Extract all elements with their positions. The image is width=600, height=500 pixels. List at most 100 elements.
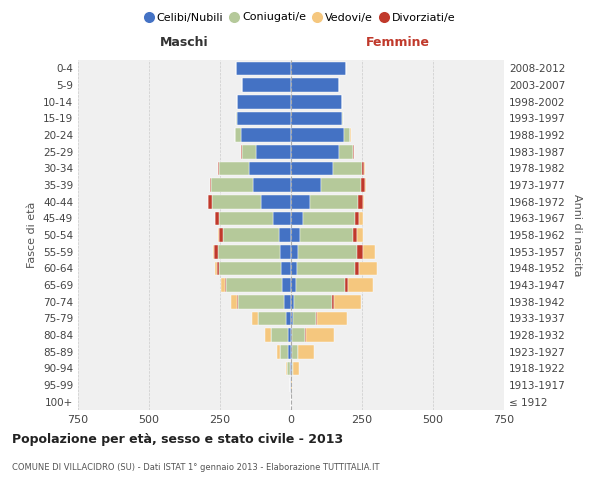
Bar — [213, 245, 214, 258]
Bar — [298, 245, 357, 258]
Bar — [359, 262, 377, 275]
Bar — [237, 112, 291, 125]
Bar — [291, 78, 339, 92]
Bar — [235, 128, 241, 142]
Bar — [212, 195, 261, 208]
Bar — [218, 245, 280, 258]
Bar — [256, 145, 291, 158]
Bar — [253, 178, 291, 192]
Bar — [279, 228, 291, 242]
Bar — [297, 262, 355, 275]
Bar — [221, 278, 224, 292]
Bar — [219, 212, 272, 225]
Bar — [236, 62, 291, 75]
Bar — [291, 95, 341, 108]
Bar — [215, 212, 219, 225]
Bar — [271, 328, 287, 342]
Bar — [281, 262, 291, 275]
Bar — [291, 195, 310, 208]
Bar — [333, 162, 362, 175]
Bar — [252, 312, 258, 325]
Bar — [226, 278, 283, 292]
Text: Popolazione per età, sesso e stato civile - 2013: Popolazione per età, sesso e stato civil… — [12, 432, 343, 446]
Bar — [219, 228, 223, 242]
Bar — [332, 295, 334, 308]
Bar — [242, 78, 291, 92]
Bar — [292, 345, 298, 358]
Bar — [219, 262, 281, 275]
Bar — [219, 162, 249, 175]
Bar — [358, 195, 362, 208]
Bar — [358, 228, 363, 242]
Bar — [293, 312, 316, 325]
Bar — [290, 362, 291, 375]
Bar — [359, 212, 362, 225]
Bar — [291, 178, 321, 192]
Bar — [258, 312, 286, 325]
Bar — [339, 145, 353, 158]
Legend: Celibi/Nubili, Coniugati/e, Vedovi/e, Divorziati/e: Celibi/Nubili, Coniugati/e, Vedovi/e, Di… — [140, 8, 460, 27]
Bar — [310, 195, 358, 208]
Bar — [215, 262, 217, 275]
Bar — [296, 278, 345, 292]
Y-axis label: Fasce di età: Fasce di età — [28, 202, 37, 268]
Bar — [345, 278, 348, 292]
Bar — [321, 178, 361, 192]
Bar — [317, 312, 347, 325]
Bar — [241, 128, 291, 142]
Bar — [291, 245, 298, 258]
Bar — [287, 362, 290, 375]
Bar — [291, 378, 292, 392]
Bar — [291, 228, 300, 242]
Bar — [291, 295, 295, 308]
Bar — [283, 278, 291, 292]
Bar — [295, 295, 332, 308]
Bar — [249, 162, 291, 175]
Bar — [214, 245, 218, 258]
Bar — [261, 195, 291, 208]
Bar — [291, 262, 297, 275]
Bar — [277, 345, 280, 358]
Bar — [292, 328, 305, 342]
Bar — [293, 362, 299, 375]
Bar — [291, 328, 292, 342]
Bar — [291, 212, 303, 225]
Bar — [334, 295, 361, 308]
Text: Femmine: Femmine — [365, 36, 430, 49]
Bar — [231, 295, 237, 308]
Bar — [237, 95, 291, 108]
Bar — [238, 295, 284, 308]
Bar — [365, 178, 366, 192]
Bar — [223, 228, 279, 242]
Bar — [355, 262, 359, 275]
Bar — [210, 178, 211, 192]
Bar — [291, 112, 341, 125]
Bar — [341, 112, 343, 125]
Bar — [364, 245, 376, 258]
Bar — [298, 345, 314, 358]
Bar — [237, 295, 238, 308]
Bar — [362, 162, 364, 175]
Bar — [265, 328, 271, 342]
Bar — [236, 112, 237, 125]
Bar — [355, 212, 359, 225]
Bar — [291, 145, 339, 158]
Text: Maschi: Maschi — [160, 36, 209, 49]
Bar — [287, 328, 291, 342]
Bar — [280, 245, 291, 258]
Bar — [224, 278, 226, 292]
Bar — [303, 212, 355, 225]
Bar — [288, 345, 291, 358]
Bar — [272, 212, 291, 225]
Bar — [218, 228, 219, 242]
Bar — [353, 145, 354, 158]
Bar — [291, 62, 346, 75]
Bar — [291, 312, 293, 325]
Bar — [353, 228, 358, 242]
Bar — [291, 345, 292, 358]
Text: COMUNE DI VILLACIDRO (SU) - Dati ISTAT 1° gennaio 2013 - Elaborazione TUTTITALIA: COMUNE DI VILLACIDRO (SU) - Dati ISTAT 1… — [12, 462, 380, 471]
Bar — [364, 162, 365, 175]
Bar — [291, 162, 333, 175]
Bar — [286, 312, 291, 325]
Bar — [208, 195, 212, 208]
